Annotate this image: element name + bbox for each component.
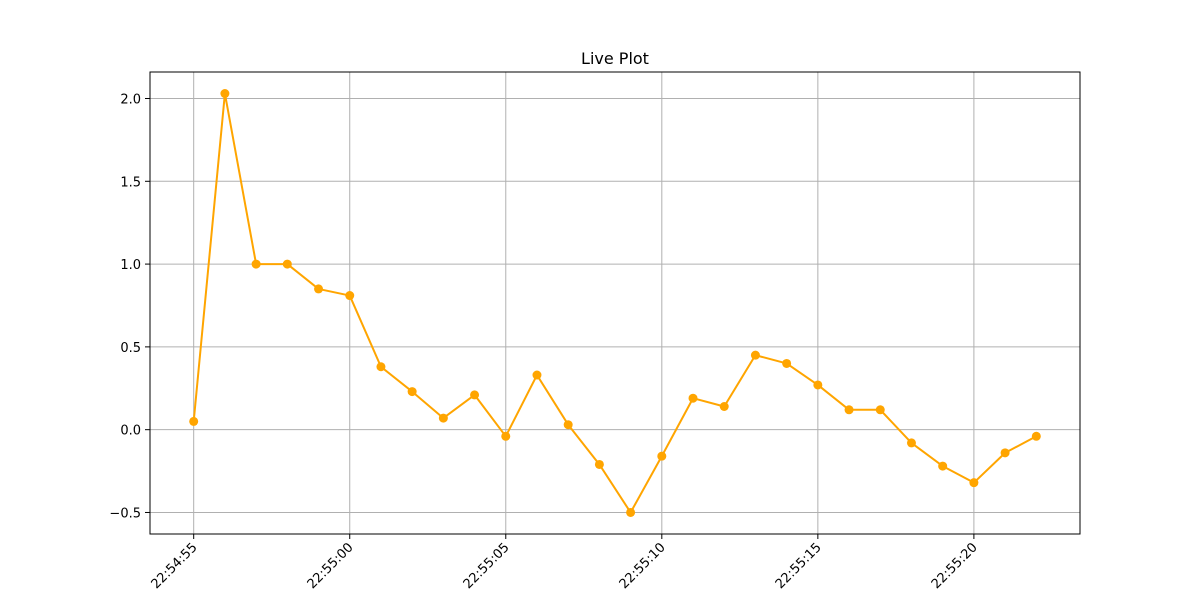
series-layer <box>192 92 1037 514</box>
tick-layer: 22:54:55 22:55:00 22:55:05 22:55:10 22:55:15… <box>109 92 980 592</box>
x-tick-label: 22:55:00 <box>305 540 357 592</box>
x-tick-label: 22:55:20 <box>929 540 981 592</box>
x-tick-label: 22:55:05 <box>461 540 513 592</box>
y-tick-label: 1.0 <box>120 258 141 273</box>
data-point <box>969 478 979 488</box>
x-tick-label: 22:55:15 <box>773 540 825 592</box>
data-point <box>1031 431 1041 441</box>
marker-layer <box>189 89 1041 517</box>
data-point <box>532 370 542 380</box>
data-point <box>282 259 292 269</box>
data-point <box>470 390 480 400</box>
y-tick-label: 2.0 <box>120 92 141 107</box>
grid-layer <box>150 72 1080 534</box>
data-point <box>594 459 604 469</box>
series-line <box>192 92 1037 514</box>
x-tick-label: 22:54:55 <box>149 540 201 592</box>
y-tick-label: −0.5 <box>109 506 141 521</box>
data-point <box>719 401 729 411</box>
data-point <box>813 380 823 390</box>
data-point <box>376 362 386 372</box>
data-point <box>844 405 854 415</box>
y-tick-label: 1.5 <box>120 175 141 190</box>
x-tick-label: 22:55:10 <box>617 540 669 592</box>
data-point <box>875 405 885 415</box>
y-tick-label: 0.0 <box>120 424 141 439</box>
data-point <box>657 451 667 461</box>
data-point <box>345 291 355 301</box>
data-point <box>906 438 916 448</box>
data-point <box>501 431 511 441</box>
data-point <box>220 89 230 99</box>
data-point <box>782 358 792 368</box>
plot-area-frame <box>149 71 1081 535</box>
data-point <box>563 420 573 430</box>
chart-title: Live Plot <box>581 49 649 68</box>
y-tick-label: 0.5 <box>120 341 141 356</box>
data-point <box>438 413 448 423</box>
data-point <box>407 387 417 397</box>
data-point <box>626 507 636 517</box>
data-point <box>1000 448 1010 458</box>
data-point <box>938 461 948 471</box>
data-point <box>314 284 324 294</box>
data-point <box>688 393 698 403</box>
data-point <box>750 350 760 360</box>
data-point <box>251 259 261 269</box>
data-point <box>189 416 199 426</box>
